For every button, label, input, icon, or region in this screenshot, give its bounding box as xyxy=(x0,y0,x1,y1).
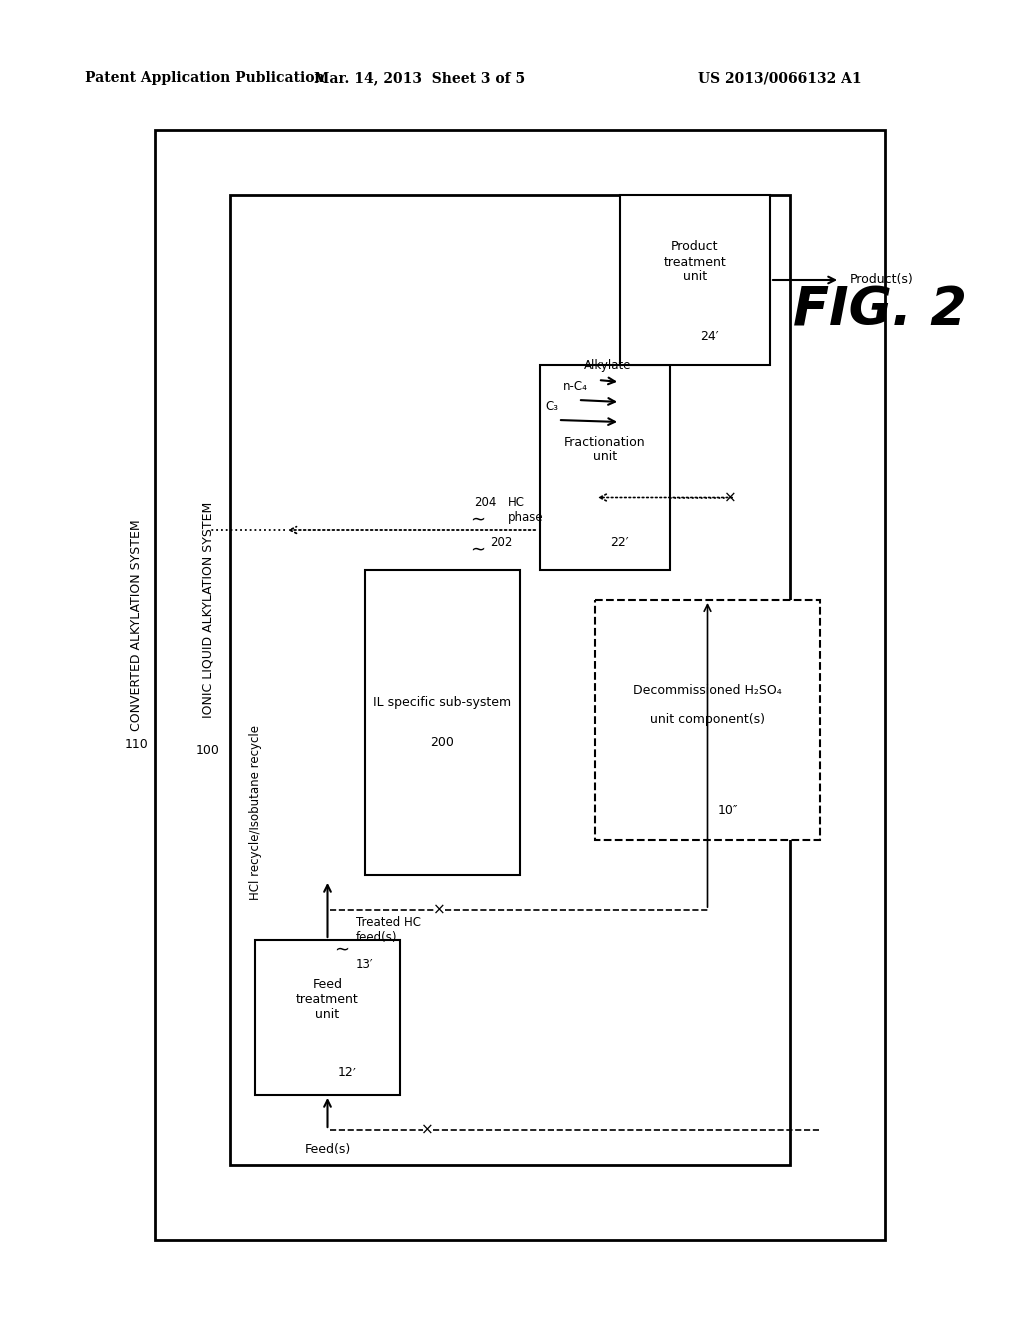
Text: ×: × xyxy=(724,490,736,506)
Text: Feed(s): Feed(s) xyxy=(304,1143,350,1156)
Text: Mar. 14, 2013  Sheet 3 of 5: Mar. 14, 2013 Sheet 3 of 5 xyxy=(314,71,525,84)
Text: n-C₄: n-C₄ xyxy=(563,380,588,392)
Text: HCl recycle/Isobutane recycle: HCl recycle/Isobutane recycle xyxy=(249,725,261,900)
Text: 202: 202 xyxy=(490,536,513,549)
Text: ∼: ∼ xyxy=(334,941,349,960)
Text: 24′: 24′ xyxy=(700,330,719,343)
Text: 22′: 22′ xyxy=(610,536,629,549)
Text: ′: ′ xyxy=(352,1067,355,1080)
Text: ∼: ∼ xyxy=(470,541,485,558)
Bar xyxy=(540,366,670,570)
Text: 12: 12 xyxy=(338,1067,353,1080)
Text: Decommissioned H₂SO₄: Decommissioned H₂SO₄ xyxy=(633,684,782,697)
Text: Product(s): Product(s) xyxy=(850,273,913,286)
Text: 100: 100 xyxy=(196,743,220,756)
Text: Alkylate: Alkylate xyxy=(584,359,632,372)
Text: 10″: 10″ xyxy=(718,804,738,817)
Text: Feed
treatment
unit: Feed treatment unit xyxy=(296,978,358,1020)
Bar xyxy=(365,570,520,875)
Text: CONVERTED ALKYLATION SYSTEM: CONVERTED ALKYLATION SYSTEM xyxy=(130,519,143,731)
Bar xyxy=(230,195,790,1166)
Bar xyxy=(620,195,770,366)
Text: 204: 204 xyxy=(474,495,497,508)
Text: Fractionation
unit: Fractionation unit xyxy=(564,436,646,463)
Text: unit component(s): unit component(s) xyxy=(650,714,765,726)
Text: ×: × xyxy=(433,903,445,917)
Text: IONIC LIQUID ALKYLATION SYSTEM: IONIC LIQUID ALKYLATION SYSTEM xyxy=(202,502,214,718)
Text: Treated HC
feed(s): Treated HC feed(s) xyxy=(355,916,421,944)
Text: ∼: ∼ xyxy=(470,511,485,529)
Text: C₃: C₃ xyxy=(545,400,558,412)
Text: Product
treatment
unit: Product treatment unit xyxy=(664,240,726,284)
Text: FIG. 2: FIG. 2 xyxy=(793,284,967,337)
Bar xyxy=(595,601,820,840)
Text: IL specific sub-system: IL specific sub-system xyxy=(374,696,512,709)
Text: 13′: 13′ xyxy=(355,958,373,972)
Bar xyxy=(255,940,400,1096)
Text: US 2013/0066132 A1: US 2013/0066132 A1 xyxy=(698,71,862,84)
Bar xyxy=(155,129,885,1239)
Text: 200: 200 xyxy=(430,737,455,748)
Text: Patent Application Publication: Patent Application Publication xyxy=(85,71,325,84)
Text: ×: × xyxy=(421,1122,434,1138)
Text: 110: 110 xyxy=(125,738,148,751)
Text: HC
phase: HC phase xyxy=(508,496,543,524)
